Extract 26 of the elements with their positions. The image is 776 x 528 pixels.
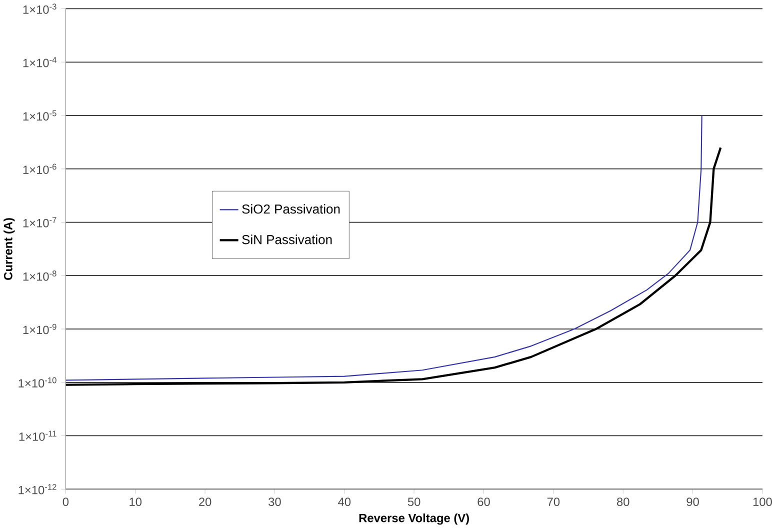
x-tick-label: 70	[547, 497, 560, 506]
x-tick-label: 20	[199, 497, 212, 506]
x-tick-label: 40	[338, 497, 351, 506]
x-tick-label: 0	[62, 497, 69, 506]
x-tick-label: 100	[753, 497, 772, 506]
x-tick-label: 30	[268, 497, 281, 506]
x-axis-title: Reverse Voltage (V)	[359, 513, 469, 525]
y-tick-label: 1×10$^{-11}$	[19, 430, 56, 441]
legend-label: SiO2 Passivation	[242, 204, 340, 214]
y-tick-label: 1×10$^{-8}$	[23, 270, 56, 281]
y-axis-title: Current (A)	[4, 218, 15, 280]
y-tick-label: 1×10$^{-3}$	[23, 3, 56, 14]
line-series	[66, 114, 702, 381]
y-tick-label: 1×10$^{-12}$	[18, 484, 56, 494]
y-tick-label: 1×10$^{-9}$	[23, 324, 56, 334]
y-tick-label: 1×10$^{-10}$	[18, 377, 56, 388]
x-tick-label: 60	[478, 497, 490, 506]
x-tick-label: 90	[686, 497, 699, 506]
y-tick-label: 1×10$^{-6}$	[23, 164, 56, 174]
legend-label: SiN Passivation	[242, 234, 332, 244]
x-tick-label: 10	[130, 497, 142, 506]
x-tick-label: 80	[616, 497, 630, 506]
y-tick-label: 1×10$^{-7}$	[23, 217, 56, 228]
y-tick-label: 1×10$^{-5}$	[23, 110, 56, 120]
x-tick-label: 50	[408, 497, 420, 506]
y-tick-label: 1×10$^{-4}$	[23, 56, 56, 68]
